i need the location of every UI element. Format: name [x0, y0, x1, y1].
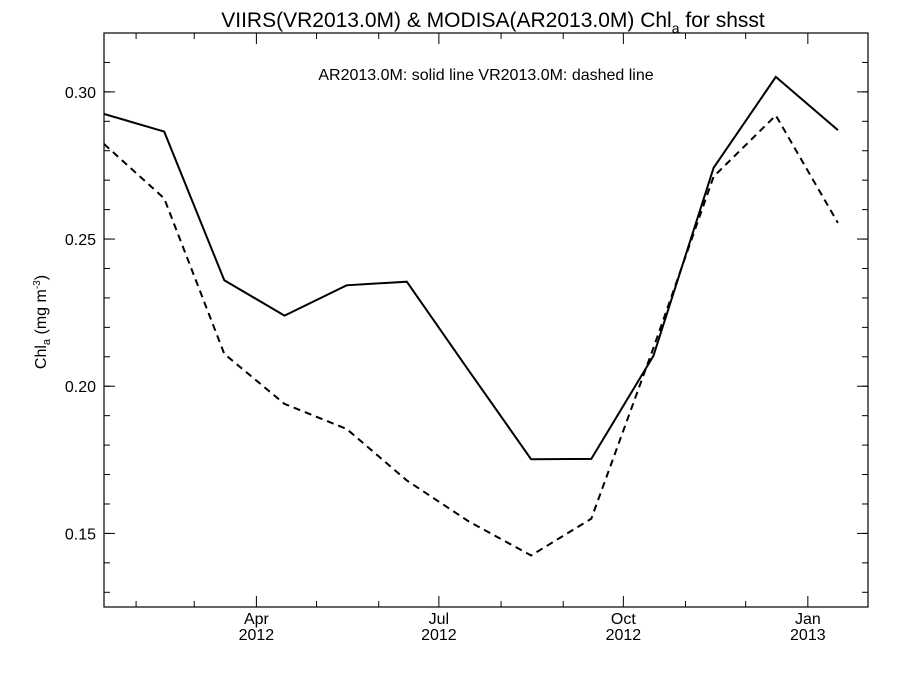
x-tick-label-month: Jul — [429, 611, 449, 628]
y-axis-label-subscript: a — [41, 338, 53, 345]
x-tick-label-year: 2012 — [606, 627, 642, 644]
chart-title: VIIRS(VR2013.0M) & MODISA(AR2013.0M) Chl… — [221, 9, 765, 36]
chart-title-tail: for shsst — [680, 9, 765, 32]
x-tick-label-year: 2012 — [239, 627, 275, 644]
y-tick-label: 0.25 — [65, 232, 96, 249]
x-tick-label-year: 2012 — [421, 627, 457, 644]
x-tick-label-year: 2013 — [790, 627, 826, 644]
x-tick-label-month: Apr — [244, 611, 270, 628]
data-series — [104, 75, 839, 557]
chart-title-subscript: a — [672, 20, 680, 36]
y-axis-label-close: ) — [33, 275, 50, 280]
legend-text: AR2013.0M: solid line VR2013.0M: dashed … — [318, 67, 653, 84]
y-tick-label: 0.30 — [65, 85, 96, 102]
y-axis-label-base: Chl — [33, 345, 50, 369]
x-tick-label-month: Oct — [611, 611, 636, 628]
y-axis-label: Chla (mg m-3) — [32, 275, 53, 369]
x-tick-label-month: Jan — [795, 611, 821, 628]
series-line-dashed — [104, 113, 839, 557]
y-tick-label: 0.20 — [65, 379, 96, 396]
y-axis-label-superscript: -3 — [32, 280, 43, 289]
axis-ticks: 0.150.200.250.30Apr2012Jul2012Oct2012Jan… — [65, 32, 868, 644]
chart-title-main: VIIRS(VR2013.0M) & MODISA(AR2013.0M) Chl — [221, 9, 671, 32]
y-tick-label: 0.15 — [65, 526, 96, 543]
y-axis-label-unit: (mg m — [33, 289, 50, 339]
plot-frame — [103, 32, 869, 608]
series-line-solid — [104, 75, 839, 461]
